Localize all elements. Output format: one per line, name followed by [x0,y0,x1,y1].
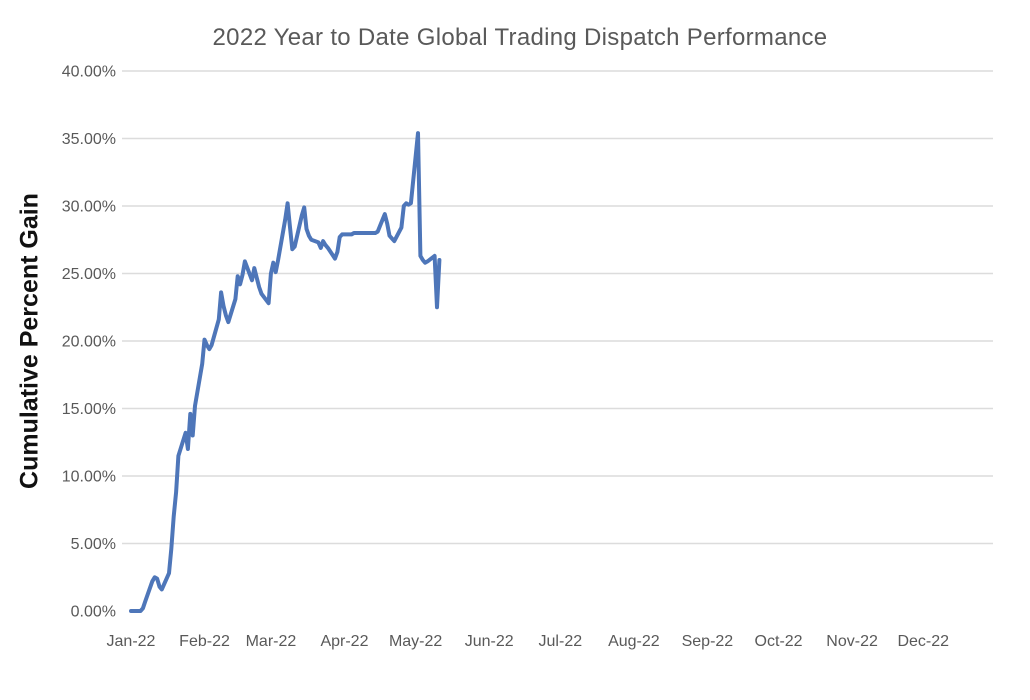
x-tick-label: Jun-22 [465,633,514,650]
y-tick-label: 25.00% [62,266,116,283]
x-tick-label: Sep-22 [682,633,734,650]
x-tick-label: Jan-22 [107,633,156,650]
x-tick-label: Mar-22 [246,633,297,650]
y-tick-label: 5.00% [71,536,116,553]
y-tick-label: 35.00% [62,131,116,148]
x-tick-label: Dec-22 [897,633,949,650]
data-series-line [129,131,442,613]
x-tick-label: May-22 [389,633,442,650]
x-tick-label: Feb-22 [179,633,230,650]
x-tick-label: Jul-22 [539,633,583,650]
y-tick-label: 10.00% [62,469,116,486]
x-tick-label: Nov-22 [826,633,878,650]
x-tick-label: Apr-22 [320,633,368,650]
x-tick-label: Oct-22 [755,633,803,650]
y-tick-label: 15.00% [62,401,116,418]
y-tick-label: 20.00% [62,334,116,351]
x-tick-label: Aug-22 [608,633,660,650]
y-tick-label: 30.00% [62,199,116,216]
chart-title: 2022 Year to Date Global Trading Dispatc… [212,24,828,51]
y-tick-label: 0.00% [71,604,116,621]
y-tick-label: 40.00% [62,64,116,81]
